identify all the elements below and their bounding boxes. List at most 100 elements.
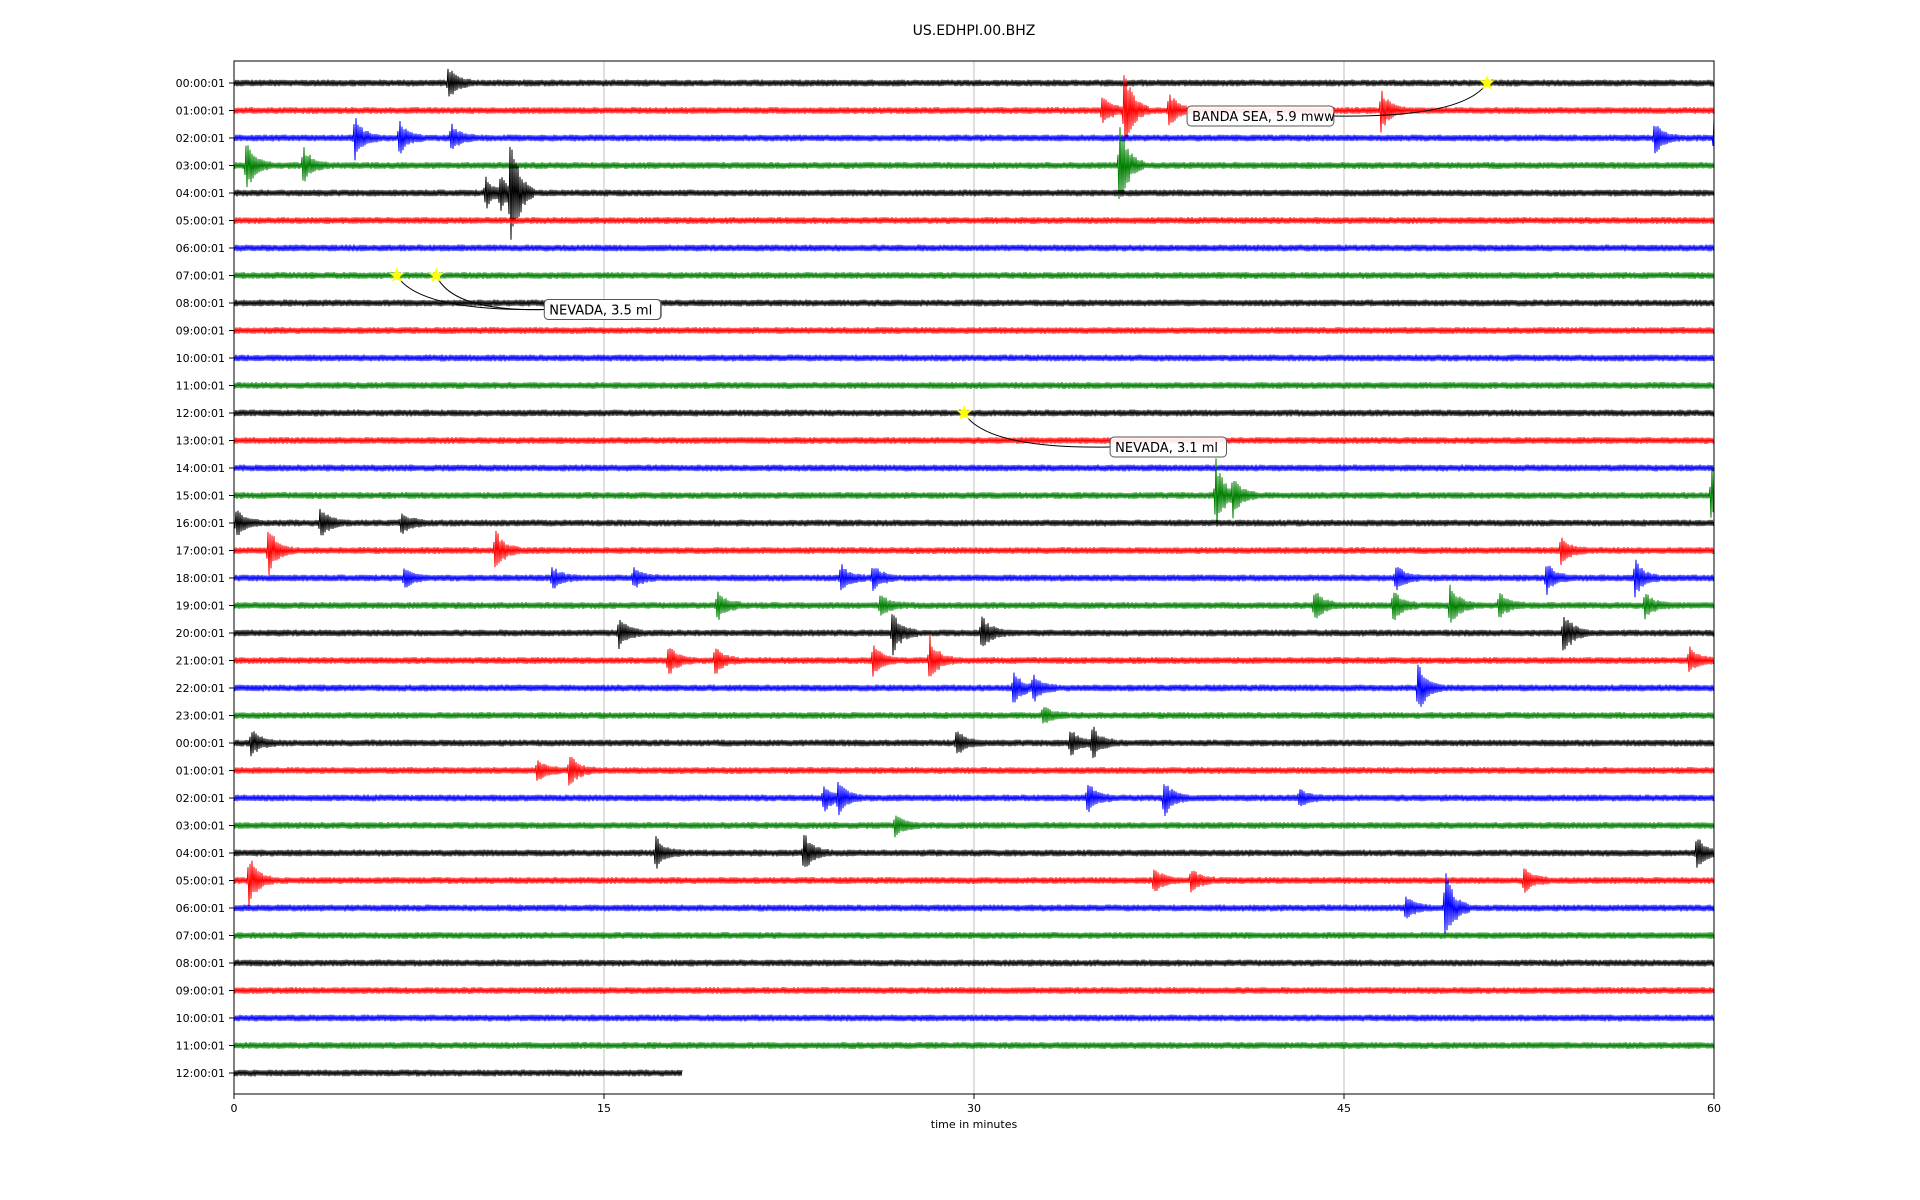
x-tick-label: 30 <box>967 1102 981 1115</box>
y-tick-label: 01:00:01 <box>176 765 225 778</box>
annotation-label: NEVADA, 3.1 ml <box>1115 441 1218 456</box>
trace-line <box>233 409 1715 417</box>
y-tick-label: 12:00:01 <box>176 407 225 420</box>
x-tick-label: 60 <box>1707 1102 1721 1115</box>
y-tick-label: 08:00:01 <box>176 297 225 310</box>
event-star-marker <box>428 267 444 282</box>
y-tick-label: 10:00:01 <box>176 1012 225 1025</box>
annotation-connector <box>1333 82 1488 117</box>
y-tick-label: 17:00:01 <box>176 545 225 558</box>
y-tick-label: 12:00:01 <box>176 1067 225 1080</box>
plot-frame <box>233 60 1715 1095</box>
y-tick-label: 05:00:01 <box>176 215 225 228</box>
trace-line <box>233 726 1715 759</box>
y-tick-label: 01:00:01 <box>176 105 225 118</box>
trace-line <box>233 464 1715 472</box>
event-star-marker <box>1479 75 1495 90</box>
trace-line <box>233 559 1715 598</box>
trace-line <box>233 584 1715 623</box>
y-tick-label: 11:00:01 <box>176 1040 225 1053</box>
y-tick-label: 03:00:01 <box>176 160 225 173</box>
event-annotation: NEVADA, 3.5 ml <box>435 275 662 320</box>
y-tick-labels: 00:00:01 01:00:01 02:00:01 03:00:01 04:00:01… <box>176 77 234 1080</box>
y-tick-label: 11:00:01 <box>176 380 225 393</box>
y-tick-label: 06:00:01 <box>176 242 225 255</box>
trace-line <box>233 327 1715 334</box>
trace-line <box>233 1042 1715 1049</box>
x-tick-labels: 0 15 30 45 60 <box>231 1094 1721 1115</box>
trace-line <box>233 932 1715 939</box>
trace-line <box>233 68 1715 97</box>
x-tick-label: 15 <box>597 1102 611 1115</box>
y-tick-label: 03:00:01 <box>176 820 225 833</box>
trace-line <box>233 860 1715 907</box>
trace-line <box>233 382 1715 389</box>
annotation-label: NEVADA, 3.5 ml <box>549 304 652 319</box>
trace-line <box>233 635 1715 677</box>
trace-line <box>233 217 1715 224</box>
annotation-box <box>1109 436 1228 458</box>
trace-line <box>233 508 1715 536</box>
event-star-marker <box>389 267 405 282</box>
trace-line <box>233 272 1715 279</box>
event-star-marker <box>956 405 972 420</box>
x-axis-label: time in minutes <box>931 1118 1018 1131</box>
trace-line <box>233 1014 1715 1022</box>
y-tick-label: 18:00:01 <box>176 572 225 585</box>
y-tick-label: 15:00:01 <box>176 490 225 503</box>
trace-line <box>233 959 1715 967</box>
trace-line <box>233 437 1715 444</box>
event-annotation: BANDA SEA, 5.9 mww <box>1186 82 1488 127</box>
trace-line <box>233 781 1715 817</box>
annotation-box <box>1186 105 1335 127</box>
y-tick-label: 09:00:01 <box>176 985 225 998</box>
event-annotation: NEVADA, 3.1 ml <box>963 412 1228 458</box>
y-tick-label: 02:00:01 <box>176 132 225 145</box>
trace-line <box>233 756 1715 786</box>
annotation-label: BANDA SEA, 5.9 mww <box>1192 110 1335 125</box>
trace-line <box>233 244 1715 252</box>
annotation-box <box>543 299 662 320</box>
chart-title: US.EDHPI.00.BHZ <box>913 23 1036 39</box>
y-tick-label: 04:00:01 <box>176 187 225 200</box>
trace-line <box>233 614 1715 656</box>
y-tick-label: 23:00:01 <box>176 710 225 723</box>
trace-line <box>233 75 1715 142</box>
y-tick-label: 13:00:01 <box>176 435 225 448</box>
y-tick-label: 19:00:01 <box>176 600 225 613</box>
y-tick-label: 20:00:01 <box>176 627 225 640</box>
trace-line <box>233 987 1715 994</box>
y-tick-label: 16:00:01 <box>176 517 225 530</box>
y-tick-label: 05:00:01 <box>176 875 225 888</box>
trace-line <box>233 873 1715 934</box>
trace-line <box>233 146 1715 240</box>
annotation-connector <box>435 275 545 311</box>
y-tick-label: 00:00:01 <box>176 77 225 90</box>
y-tick-label: 07:00:01 <box>176 930 225 943</box>
y-tick-label: 21:00:01 <box>176 655 225 668</box>
trace-line <box>233 354 1715 362</box>
trace-line <box>233 127 1715 200</box>
y-tick-label: 14:00:01 <box>176 462 225 475</box>
y-tick-label: 10:00:01 <box>176 352 225 365</box>
trace-line <box>233 664 1715 707</box>
y-tick-label: 04:00:01 <box>176 847 225 860</box>
y-tick-label: 08:00:01 <box>176 957 225 970</box>
y-tick-label: 02:00:01 <box>176 792 225 805</box>
y-tick-label: 06:00:01 <box>176 902 225 915</box>
y-tick-label: 22:00:01 <box>176 682 225 695</box>
trace-line <box>233 707 1715 724</box>
x-tick-label: 0 <box>231 1102 238 1115</box>
trace-line <box>233 815 1715 838</box>
x-tick-label: 45 <box>1337 1102 1351 1115</box>
trace-line <box>233 118 1715 161</box>
trace-line <box>233 458 1715 527</box>
trace-line <box>233 1069 683 1077</box>
trace-line <box>233 834 1715 869</box>
trace-line <box>233 530 1715 576</box>
annotation-connector <box>963 412 1111 448</box>
y-tick-label: 00:00:01 <box>176 737 225 750</box>
y-tick-label: 07:00:01 <box>176 270 225 283</box>
